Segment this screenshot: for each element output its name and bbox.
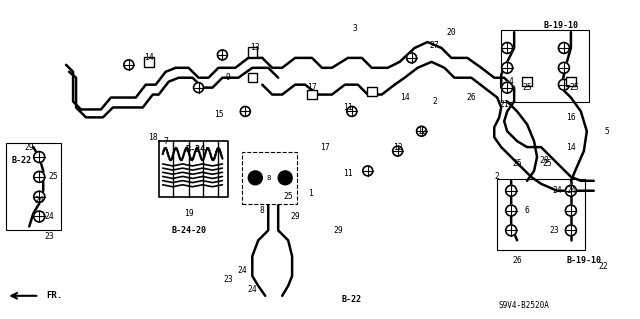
Circle shape — [34, 211, 45, 222]
Text: 14: 14 — [566, 143, 576, 152]
Text: 29: 29 — [24, 143, 34, 152]
Polygon shape — [566, 77, 576, 86]
Text: 26: 26 — [467, 93, 476, 102]
Text: 24: 24 — [35, 196, 44, 205]
Circle shape — [559, 62, 570, 73]
Polygon shape — [367, 87, 376, 96]
Text: 23: 23 — [549, 226, 559, 235]
Text: 26: 26 — [512, 256, 522, 265]
Text: 11: 11 — [343, 103, 353, 112]
Circle shape — [34, 152, 45, 162]
Circle shape — [218, 50, 227, 60]
Circle shape — [406, 53, 417, 63]
Text: 9: 9 — [226, 73, 231, 82]
Text: 23: 23 — [223, 275, 233, 285]
Text: 21: 21 — [499, 100, 509, 109]
Text: 6: 6 — [525, 206, 529, 215]
Circle shape — [248, 171, 262, 185]
Bar — [6, 143, 61, 230]
Text: 24: 24 — [248, 286, 257, 294]
Text: 19: 19 — [184, 209, 193, 218]
Circle shape — [363, 166, 372, 176]
Text: 16: 16 — [566, 113, 576, 122]
Text: 3: 3 — [353, 24, 357, 33]
Bar — [501, 30, 589, 101]
Polygon shape — [307, 90, 317, 99]
Text: 24: 24 — [566, 186, 576, 195]
Text: 12: 12 — [417, 127, 426, 136]
Bar — [497, 179, 585, 250]
FancyBboxPatch shape — [243, 152, 297, 204]
Text: 1: 1 — [308, 189, 312, 198]
Circle shape — [241, 107, 250, 116]
Text: 25: 25 — [522, 83, 532, 92]
Text: B-24-20: B-24-20 — [171, 226, 206, 235]
Text: 29: 29 — [333, 226, 343, 235]
Text: 5: 5 — [604, 127, 609, 136]
Text: 24: 24 — [44, 212, 54, 221]
Text: 2: 2 — [432, 97, 437, 106]
Text: 17: 17 — [307, 83, 317, 92]
Circle shape — [559, 42, 570, 53]
Text: 10: 10 — [284, 176, 293, 185]
Circle shape — [565, 205, 577, 216]
Text: 8: 8 — [260, 206, 265, 215]
Polygon shape — [248, 47, 257, 57]
Text: B-22: B-22 — [12, 157, 31, 166]
Circle shape — [34, 191, 45, 202]
Circle shape — [506, 225, 516, 236]
Text: FR.: FR. — [46, 291, 62, 300]
Circle shape — [278, 171, 292, 185]
Text: 14: 14 — [144, 53, 154, 63]
Circle shape — [565, 185, 577, 196]
Text: 14: 14 — [400, 93, 410, 102]
Text: B-19-10: B-19-10 — [566, 256, 602, 265]
Text: 13: 13 — [250, 43, 260, 53]
Text: 25: 25 — [284, 192, 293, 201]
Circle shape — [502, 42, 513, 53]
Circle shape — [193, 83, 204, 93]
Text: 23: 23 — [44, 232, 54, 241]
Text: B-24: B-24 — [186, 145, 205, 153]
Polygon shape — [248, 73, 257, 83]
Circle shape — [502, 62, 513, 73]
Text: B-22: B-22 — [342, 295, 362, 304]
Circle shape — [393, 146, 403, 156]
Text: 7: 7 — [163, 137, 168, 146]
Text: 2: 2 — [495, 172, 500, 181]
Circle shape — [559, 79, 570, 90]
Text: S9V4-B2520A: S9V4-B2520A — [499, 301, 550, 310]
Text: 24: 24 — [552, 186, 562, 195]
Circle shape — [347, 107, 357, 116]
Text: 25: 25 — [48, 172, 58, 181]
Text: 24: 24 — [237, 265, 247, 275]
Circle shape — [502, 82, 513, 93]
Polygon shape — [144, 57, 154, 67]
Text: 27: 27 — [429, 41, 440, 49]
Text: 12: 12 — [393, 143, 403, 152]
Text: 11: 11 — [343, 169, 353, 178]
Circle shape — [506, 205, 516, 216]
Text: 17: 17 — [320, 143, 330, 152]
Circle shape — [34, 171, 45, 182]
Text: 4: 4 — [509, 77, 514, 86]
Text: 8: 8 — [267, 175, 271, 181]
Text: B-19-10: B-19-10 — [543, 21, 579, 30]
Text: 22: 22 — [599, 262, 609, 271]
Text: 29: 29 — [290, 212, 300, 221]
Circle shape — [506, 185, 516, 196]
Text: 20: 20 — [447, 28, 456, 37]
Polygon shape — [522, 77, 532, 86]
Text: 15: 15 — [214, 110, 223, 119]
Text: 25: 25 — [569, 83, 579, 92]
Text: 18: 18 — [148, 133, 157, 142]
Text: 25: 25 — [542, 160, 552, 168]
Circle shape — [417, 126, 426, 136]
Circle shape — [124, 60, 134, 70]
Circle shape — [565, 225, 577, 236]
Text: 28: 28 — [539, 157, 549, 166]
Text: 25: 25 — [512, 160, 522, 168]
